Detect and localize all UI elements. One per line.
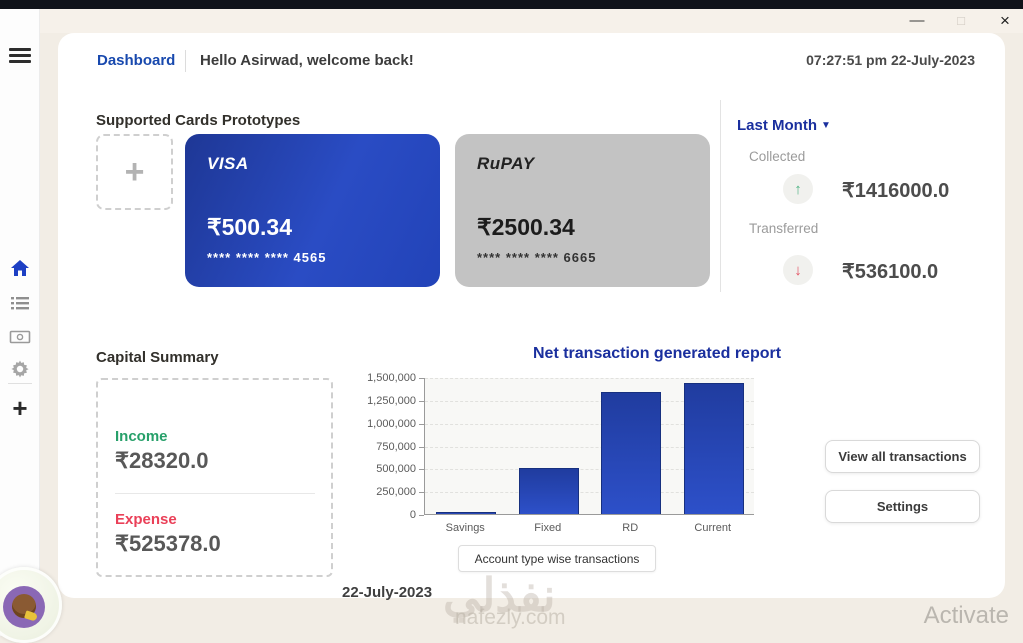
gear-icon <box>11 360 29 378</box>
chart-legend: Account type wise transactions <box>458 545 656 572</box>
chart-title: Net transaction generated report <box>533 345 782 362</box>
card-brand: RuPAY <box>477 154 535 173</box>
window-top-strip <box>0 0 1023 9</box>
y-axis-tick-mark <box>419 378 424 379</box>
expense-label: Expense <box>115 511 177 528</box>
close-button[interactable]: × <box>1000 11 1010 30</box>
avatar-badge <box>3 586 45 628</box>
chart-gridline <box>425 469 754 471</box>
income-value: ₹28320.0 <box>115 448 209 473</box>
chart-gridline <box>425 446 754 448</box>
cards-section-title: Supported Cards Prototypes <box>96 112 301 129</box>
x-axis-tick-label: Savings <box>445 522 485 534</box>
card-balance: ₹500.34 <box>207 214 292 240</box>
chart-date: 22-July-2023 <box>342 584 433 601</box>
chart-gridline <box>425 423 754 425</box>
avatar-beak <box>24 610 38 622</box>
header-divider <box>185 50 186 72</box>
chart-gridline <box>425 492 754 494</box>
chart-bar-current <box>683 383 744 514</box>
card-number: **** **** **** 6665 <box>477 250 597 265</box>
vertical-divider <box>720 100 721 292</box>
card-number: **** **** **** 4565 <box>207 250 327 265</box>
chart-bar-fixed <box>518 468 579 514</box>
chart-bar-rd <box>601 391 662 514</box>
expense-value: ₹525378.0 <box>115 531 221 556</box>
hamburger-menu-icon[interactable] <box>9 48 31 64</box>
card-rupay[interactable]: RuPAY ₹2500.34 **** **** **** 6665 <box>455 134 710 287</box>
income-label: Income <box>115 428 168 445</box>
transferred-value: ₹536100.0 <box>842 261 939 283</box>
chart-bar-savings <box>436 511 497 514</box>
arrow-up-icon: ↑ <box>794 180 802 198</box>
y-axis-tick-label: 1,500,000 <box>367 372 416 384</box>
maximize-button[interactable]: □ <box>957 13 965 28</box>
transferred-badge: ↓ <box>783 255 813 285</box>
clock-text: 07:27:51 pm 22-July-2023 <box>806 52 975 68</box>
chart-gridline <box>425 378 754 379</box>
chart: Net transaction generated report Account… <box>338 338 808 613</box>
y-axis-tick-mark <box>419 400 424 402</box>
y-axis-tick-label: 250,000 <box>376 486 416 499</box>
card-brand: VISA <box>207 154 249 173</box>
y-axis-tick-mark <box>419 446 424 448</box>
nav-dashboard-link[interactable]: Dashboard <box>97 52 176 69</box>
y-axis-tick-label: 1,250,000 <box>367 394 416 407</box>
activate-watermark: Activate <box>923 602 1009 629</box>
add-card-plus-icon: + <box>124 153 145 191</box>
card-balance: ₹2500.34 <box>477 214 575 240</box>
capital-summary-box: Income ₹28320.0 Expense ₹525378.0 <box>96 378 333 577</box>
y-axis-tick-label: 750,000 <box>376 440 416 453</box>
minimize-button[interactable]: — <box>909 12 925 29</box>
y-axis-tick-label: 500,000 <box>376 463 416 476</box>
y-axis-tick-mark <box>419 469 424 471</box>
greeting-text: Hello Asirwad, welcome back! <box>200 52 414 69</box>
chart-gridline <box>425 400 754 402</box>
plus-icon: + <box>12 393 28 423</box>
window-controls: — □ × <box>909 9 1013 33</box>
chart-plot <box>424 378 754 515</box>
card-visa[interactable]: VISA ₹500.34 **** **** **** 4565 <box>185 134 440 287</box>
period-label: Last Month <box>737 117 817 134</box>
titlebar[interactable]: — □ × <box>0 9 1023 33</box>
sidebar-item-payments[interactable] <box>0 327 40 352</box>
collected-badge: ↑ <box>783 174 813 204</box>
y-axis-tick-label: 1,000,000 <box>367 417 416 430</box>
transferred-label: Transferred <box>749 221 819 236</box>
y-axis-tick-mark <box>419 515 424 516</box>
x-axis-tick-label: Current <box>694 522 732 534</box>
settings-button[interactable]: Settings <box>825 490 980 523</box>
x-axis-tick-label: Fixed <box>534 522 562 534</box>
avatar[interactable] <box>0 567 62 643</box>
collected-label: Collected <box>749 149 806 164</box>
sidebar-divider <box>8 383 32 384</box>
sidebar-item-settings[interactable] <box>0 359 40 384</box>
home-icon <box>11 260 29 276</box>
arrow-down-icon: ↓ <box>794 261 802 279</box>
view-all-transactions-button[interactable]: View all transactions <box>825 440 980 473</box>
capital-summary-title: Capital Summary <box>96 349 219 366</box>
banknote-icon <box>9 330 31 344</box>
add-card-button[interactable]: + <box>96 134 173 210</box>
sidebar-item-home[interactable] <box>0 258 40 283</box>
list-icon <box>11 297 29 310</box>
sidebar-item-transactions[interactable] <box>0 293 40 318</box>
sidebar: + <box>0 9 40 636</box>
sidebar-item-add[interactable]: + <box>0 395 40 421</box>
y-axis-tick-mark <box>419 492 424 494</box>
x-axis-tick-label: RD <box>622 522 639 534</box>
y-axis-tick-mark <box>419 423 424 425</box>
chevron-down-icon: ▼ <box>821 120 831 131</box>
capital-divider <box>115 493 315 494</box>
period-dropdown[interactable]: Last Month ▼ <box>737 117 831 134</box>
y-axis-tick-label: 0 <box>409 509 416 521</box>
collected-value: ₹1416000.0 <box>842 180 950 202</box>
dashboard-panel: Dashboard Hello Asirwad, welcome back! 0… <box>58 33 1005 601</box>
